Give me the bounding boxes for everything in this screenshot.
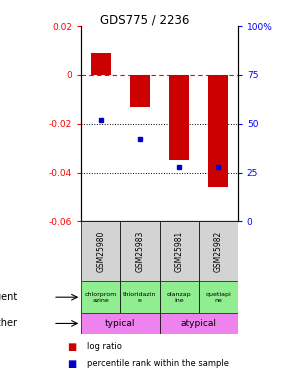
Bar — [199, 281, 238, 313]
Text: GSM25981: GSM25981 — [175, 231, 184, 272]
Text: typical: typical — [105, 319, 136, 328]
Bar — [81, 221, 120, 281]
Text: olanzap
ine: olanzap ine — [167, 292, 191, 303]
Bar — [160, 281, 199, 313]
Text: percentile rank within the sample: percentile rank within the sample — [87, 359, 229, 368]
Text: thioridazin
e: thioridazin e — [123, 292, 157, 303]
Text: log ratio: log ratio — [87, 342, 122, 351]
Text: ■: ■ — [67, 342, 76, 352]
Text: atypical: atypical — [181, 319, 217, 328]
Text: GDS775 / 2236: GDS775 / 2236 — [100, 13, 190, 26]
Bar — [120, 221, 160, 281]
Bar — [91, 53, 110, 75]
Bar — [199, 221, 238, 281]
Text: GSM25982: GSM25982 — [214, 231, 223, 272]
Bar — [81, 281, 120, 313]
Bar — [130, 75, 150, 106]
Text: ■: ■ — [67, 359, 76, 369]
Text: quetiapi
ne: quetiapi ne — [205, 292, 231, 303]
Text: GSM25983: GSM25983 — [135, 231, 144, 272]
Text: chlorprom
azine: chlorprom azine — [85, 292, 117, 303]
Bar — [209, 75, 228, 187]
Bar — [169, 75, 189, 160]
Bar — [120, 281, 160, 313]
Bar — [160, 313, 238, 334]
Bar — [160, 221, 199, 281]
Bar — [81, 313, 160, 334]
Text: agent: agent — [0, 292, 17, 302]
Text: GSM25980: GSM25980 — [96, 231, 105, 272]
Text: other: other — [0, 318, 17, 328]
